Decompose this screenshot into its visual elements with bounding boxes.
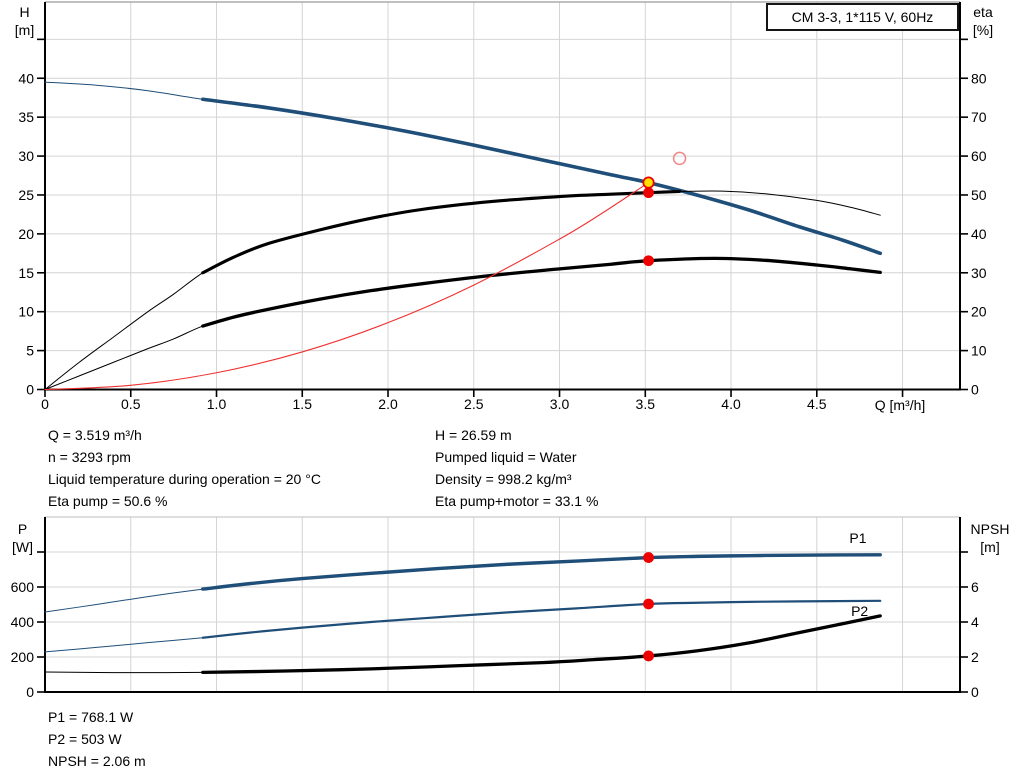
npsh-axis-name: NPSH xyxy=(970,521,1010,537)
curve-p1 xyxy=(201,553,882,591)
y-right-tick-label: 40 xyxy=(971,226,987,242)
y-left-tick-label: 200 xyxy=(11,649,35,665)
x-tick-label: 0.5 xyxy=(121,396,141,412)
x-tick-label: 3.5 xyxy=(636,396,656,412)
info-flow: Q = 3.519 m³/h xyxy=(48,427,142,443)
info-speed: n = 3293 rpm xyxy=(48,449,131,465)
x-tick-label: 1.5 xyxy=(293,396,313,412)
curve-eta-pump-motor xyxy=(201,256,882,328)
info-eta-pump-motor: Eta pump+motor = 33.1 % xyxy=(435,493,599,509)
curve-eta-pump xyxy=(201,189,682,275)
y-right-tick-label: 10 xyxy=(971,343,987,359)
duty-point-p2 xyxy=(643,598,654,610)
y-left-tick-label: 35 xyxy=(18,109,34,125)
y-right-tick-label: 70 xyxy=(971,109,987,125)
eta-axis-name: eta xyxy=(973,4,993,20)
power-info-block: P1 = 768.1 W P2 = 503 W NPSH = 2.06 m xyxy=(48,706,146,772)
y-left-tick-label: 20 xyxy=(18,226,34,242)
pump-model-label: CM 3-3, 1*115 V, 60Hz xyxy=(791,9,934,25)
x-tick-label: 4.5 xyxy=(807,396,827,412)
eta-axis-unit: [%] xyxy=(972,22,994,38)
duty-point-eta-pump xyxy=(643,187,654,199)
y-right-tick-label: 6 xyxy=(971,579,979,595)
y-left-tick-label: 400 xyxy=(11,614,35,630)
y-right-tick-label: 50 xyxy=(971,187,987,203)
y-right-tick-label: 2 xyxy=(971,649,979,665)
y-left-tick-label: 30 xyxy=(18,148,34,164)
x-tick-label: 1.0 xyxy=(207,396,227,412)
x-tick-label: 0 xyxy=(41,396,49,412)
duty-info-right: H = 26.59 m Pumped liquid = Water Densit… xyxy=(435,424,598,512)
y-right-tick-label: 4 xyxy=(971,614,979,630)
info-density: Density = 998.2 kg/m³ xyxy=(435,471,572,487)
p-axis-unit: [W] xyxy=(12,539,33,555)
y-right-tick-label: 30 xyxy=(971,265,987,281)
x-tick-label: 2.5 xyxy=(464,396,484,412)
y-right-tick-label: 60 xyxy=(971,148,987,164)
duty-point-p1 xyxy=(643,552,654,563)
y-left-tick-label: 600 xyxy=(11,579,35,595)
y-right-tick-label: 0 xyxy=(971,684,979,700)
x-tick-label: 3.0 xyxy=(550,396,570,412)
info-p1: P1 = 768.1 W xyxy=(48,709,134,725)
q-axis-label: Q [m³/h] xyxy=(874,397,926,413)
duty-point-npsh xyxy=(643,650,654,662)
y-left-tick-label: 10 xyxy=(18,304,34,320)
y-right-tick-label: 80 xyxy=(971,70,987,86)
power-npsh-chart: 600 400 200 0 6 4 2 0 P1 P2 xyxy=(11,516,979,700)
duty-point-eta-pump-motor xyxy=(643,255,654,267)
curve-label-p1: P1 xyxy=(849,530,866,546)
y-left-tick-label: 40 xyxy=(18,70,34,86)
info-pumped-liquid: Pumped liquid = Water xyxy=(435,449,577,465)
npsh-axis-unit: [m] xyxy=(980,539,1000,555)
curve-affinity-thin xyxy=(44,182,650,391)
y-right-tick-label: 20 xyxy=(971,304,987,320)
y-left-tick-label: 0 xyxy=(26,684,34,700)
y-right-tick-label: 0 xyxy=(971,382,979,398)
y-left-tick-label: 5 xyxy=(26,343,34,359)
curve-h-thin xyxy=(44,81,881,254)
curve-label-p2: P2 xyxy=(851,603,868,619)
info-p2: P2 = 503 W xyxy=(48,731,122,747)
x-tick-label: 2.0 xyxy=(378,396,398,412)
curve-npsh xyxy=(201,614,882,675)
x-tick-label: 4.0 xyxy=(721,396,741,412)
duty-info-left: Q = 3.519 m³/h n = 3293 rpm Liquid tempe… xyxy=(48,424,321,512)
p-axis-name: P xyxy=(17,521,28,537)
h-axis-header: H [m] xyxy=(1,3,48,39)
pump-model-badge: CM 3-3, 1*115 V, 60Hz xyxy=(766,3,959,31)
y-left-tick-label: 0 xyxy=(26,382,34,398)
duty-point-h xyxy=(642,176,655,189)
curve-p2 xyxy=(201,599,882,639)
curve-p2-thin xyxy=(44,600,881,653)
h-axis-name: H xyxy=(19,4,30,20)
info-liquid-temperature: Liquid temperature during operation = 20… xyxy=(48,471,321,487)
y-left-tick-label: 25 xyxy=(18,187,34,203)
p-axis-header: P [W] xyxy=(1,520,44,556)
info-head: H = 26.59 m xyxy=(435,427,512,443)
curve-p1-thin xyxy=(44,554,881,613)
npsh-axis-header: NPSH [m] xyxy=(962,520,1018,556)
info-eta-pump: Eta pump = 50.6 % xyxy=(48,493,168,509)
h-axis-unit: [m] xyxy=(14,22,35,38)
rated-point-marker xyxy=(672,151,687,166)
info-npsh: NPSH = 2.06 m xyxy=(48,753,146,769)
eta-axis-header: eta [%] xyxy=(960,3,1006,39)
y-left-tick-label: 15 xyxy=(18,265,34,281)
curve-h xyxy=(200,97,883,256)
